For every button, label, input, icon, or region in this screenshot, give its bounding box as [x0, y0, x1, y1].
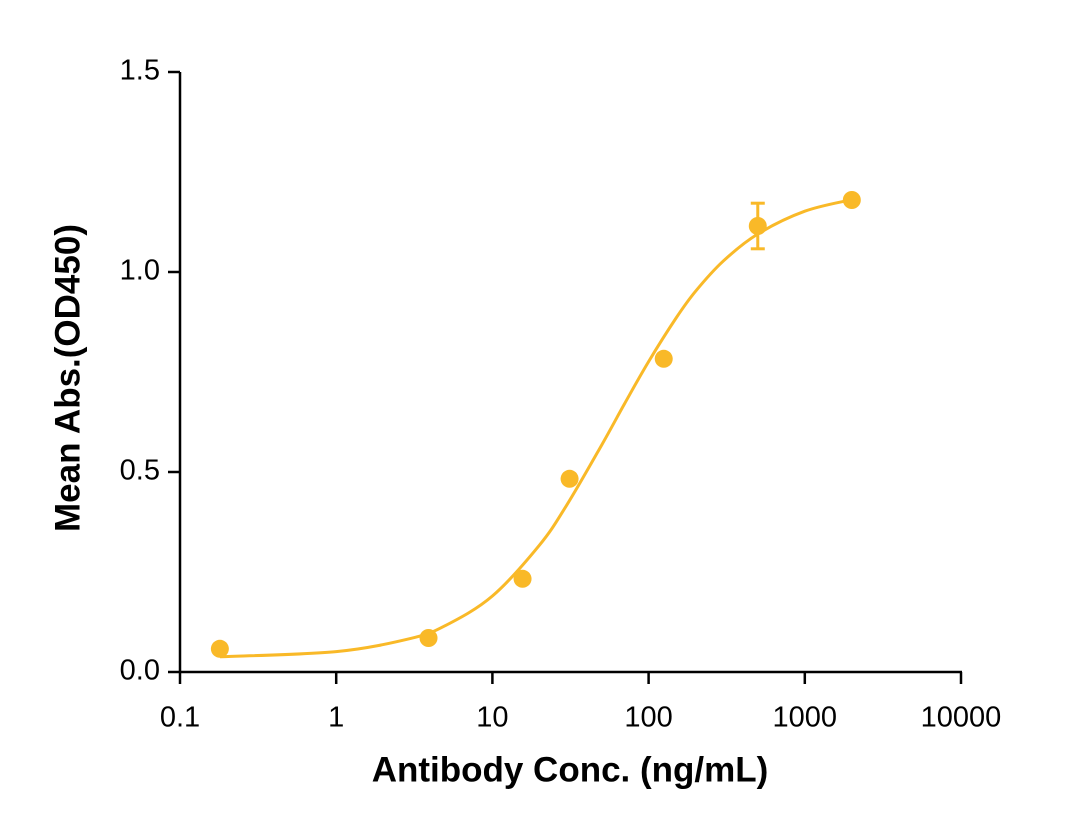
x-tick-label: 1 [328, 702, 344, 734]
data-point [748, 217, 767, 235]
fit-curve [219, 198, 853, 659]
y-tick-label: 0.0 [120, 655, 160, 687]
x-tick-label: 10 [476, 702, 508, 734]
x-tick-label: 100 [624, 702, 672, 734]
data-point [560, 469, 579, 488]
data-point [842, 191, 861, 209]
data-point [513, 569, 532, 588]
x-axis-title: Antibody Conc. (ng/mL) [372, 750, 769, 789]
y-tick-label: 1.5 [120, 55, 160, 87]
y-tick-label: 0.5 [120, 455, 160, 487]
x-tick-label: 10000 [921, 702, 1002, 734]
y-tick-label: 1.0 [120, 255, 160, 287]
y-axis-title: Mean Abs.(OD450) [48, 224, 87, 532]
data-point [210, 639, 229, 658]
data-point [419, 629, 438, 647]
x-tick-label: 1000 [773, 702, 838, 734]
x-tick-label: 0.1 [160, 702, 200, 734]
data-point [654, 349, 673, 368]
